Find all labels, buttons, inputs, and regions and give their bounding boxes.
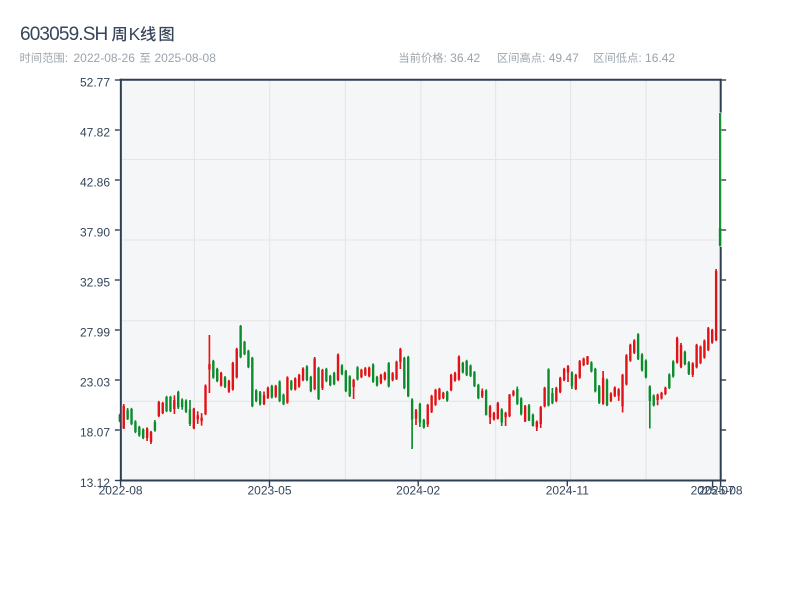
svg-text:2025-08-08: 2025-08-08 <box>155 51 217 65</box>
svg-text:: 49.47: : 49.47 <box>542 51 579 65</box>
svg-text:37.90: 37.90 <box>80 226 110 240</box>
svg-text:23.03: 23.03 <box>80 376 110 390</box>
svg-text:2024-02: 2024-02 <box>396 483 440 497</box>
svg-text:47.82: 47.82 <box>80 126 110 140</box>
svg-text:52.77: 52.77 <box>80 76 110 90</box>
svg-text:18.07: 18.07 <box>80 426 110 440</box>
svg-text:: 16.42: : 16.42 <box>638 51 675 65</box>
svg-text:2025-08: 2025-08 <box>699 483 743 497</box>
svg-text:603059.SH: 603059.SH <box>20 24 108 45</box>
svg-text:2022-08-26: 2022-08-26 <box>74 51 136 65</box>
svg-text:13.12: 13.12 <box>80 476 110 490</box>
svg-text:32.95: 32.95 <box>80 276 110 290</box>
svg-text:2022-08: 2022-08 <box>99 483 143 497</box>
svg-text:2023-05: 2023-05 <box>247 483 291 497</box>
svg-text:K: K <box>129 24 141 44</box>
svg-text:42.86: 42.86 <box>80 176 110 190</box>
svg-text:2024-11: 2024-11 <box>546 483 589 497</box>
svg-text:: 36.42: : 36.42 <box>444 51 481 65</box>
svg-text:2025-07: 2025-07 <box>691 483 735 497</box>
svg-text:27.99: 27.99 <box>80 326 110 340</box>
svg-text::: : <box>65 51 68 65</box>
